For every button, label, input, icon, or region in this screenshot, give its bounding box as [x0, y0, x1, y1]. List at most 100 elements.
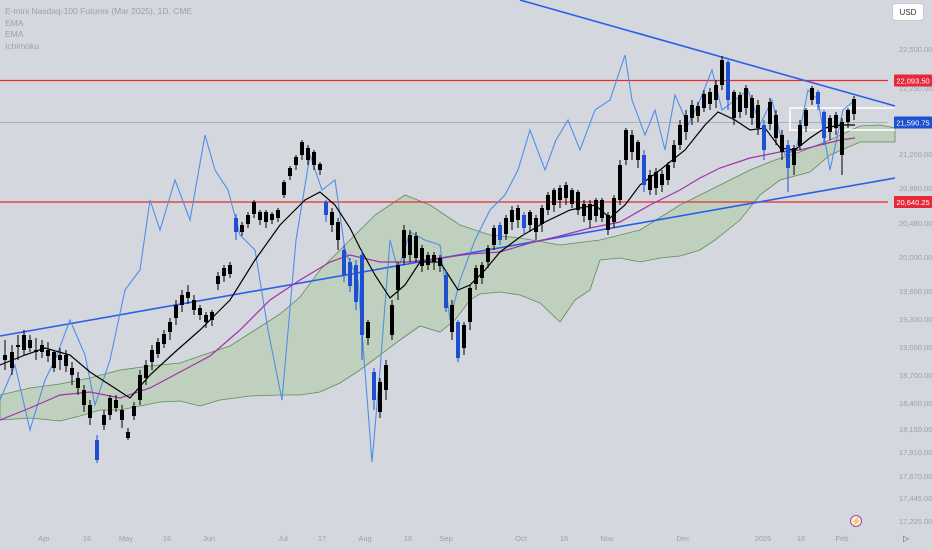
candle-body-29 [180, 295, 184, 305]
price-label-2: 20,640.25 [896, 198, 929, 207]
candle-body-18 [114, 400, 118, 408]
ema-slow-line [0, 137, 856, 421]
flash-icon[interactable]: ⚡ [850, 515, 862, 527]
candle-body-3 [22, 335, 26, 350]
candle-body-26 [162, 334, 166, 344]
candle-body-130 [786, 145, 790, 168]
x-tick-label: May [119, 534, 133, 543]
scroll-right-icon[interactable]: ▷ [903, 534, 910, 543]
candle-body-141 [852, 99, 856, 114]
candle-body-11 [70, 368, 74, 375]
candle-body-119 [720, 60, 724, 85]
y-tick-label: 19,300.00 [899, 315, 932, 324]
x-tick-label: 16 [560, 534, 568, 543]
candle-body-104 [630, 135, 634, 152]
candle-body-121 [732, 92, 736, 118]
candle-body-45 [276, 210, 280, 218]
candle-body-22 [138, 375, 142, 400]
candle-body-41 [252, 202, 256, 214]
candle-body-82 [498, 225, 502, 240]
candle-body-44 [270, 214, 274, 220]
candle-body-58 [354, 265, 358, 302]
candle-body-52 [318, 164, 322, 170]
candle-body-60 [366, 322, 370, 338]
candle-body-21 [132, 406, 136, 416]
candle-body-111 [672, 145, 676, 162]
x-tick-label: 16 [163, 534, 171, 543]
candle-body-122 [738, 95, 742, 112]
candle-body-132 [798, 125, 802, 146]
candle-body-35 [216, 276, 220, 284]
price-label-bg-0 [894, 74, 932, 87]
x-tick-label: Oct [515, 534, 528, 543]
candle-body-135 [816, 92, 820, 104]
candle-body-33 [204, 315, 208, 322]
candle-body-71 [432, 255, 436, 262]
candle-body-12 [76, 378, 80, 388]
candle-body-78 [474, 268, 478, 284]
candle-body-66 [402, 230, 406, 258]
candle-body-59 [360, 255, 364, 335]
candle-body-63 [384, 365, 388, 390]
ema-fast-legend: EMA [5, 17, 24, 28]
candle-body-106 [642, 155, 646, 185]
x-tick-label: 17 [318, 534, 326, 543]
candle-body-92 [558, 188, 562, 200]
price-label-0: 22,093.50 [896, 77, 929, 86]
y-tick-label: 18,400.00 [899, 399, 932, 408]
candle-body-8 [52, 352, 56, 368]
candle-body-7 [46, 350, 50, 356]
candle-body-120 [726, 62, 730, 100]
candle-body-134 [810, 88, 814, 100]
candle-body-37 [228, 265, 232, 274]
candle-body-76 [462, 325, 466, 348]
candle-body-27 [168, 322, 172, 332]
candle-body-51 [312, 152, 316, 165]
candle-body-39 [240, 225, 244, 232]
y-tick-label: 19,600.00 [899, 287, 932, 296]
candle-body-23 [144, 365, 148, 378]
ichimoku-lagging-line [0, 54, 856, 463]
candle-body-114 [690, 105, 694, 118]
y-tick-label: 21,200.00 [899, 150, 932, 159]
candle-body-79 [480, 265, 484, 278]
candle-body-109 [660, 174, 664, 185]
x-tick-label: Jul [278, 534, 288, 543]
candle-body-0 [3, 355, 7, 360]
candle-body-16 [102, 415, 106, 425]
candle-body-54 [330, 212, 334, 225]
candle-body-34 [210, 312, 214, 320]
candle-body-116 [702, 94, 706, 108]
candle-body-85 [516, 208, 520, 220]
y-tick-label: 20,480.00 [899, 219, 932, 228]
candle-body-140 [846, 110, 850, 122]
candle-body-62 [378, 382, 382, 412]
candle-body-68 [414, 236, 418, 258]
x-tick-label: 2025 [755, 534, 772, 543]
candle-body-49 [300, 142, 304, 155]
candle-body-5 [34, 350, 38, 352]
y-tick-label: 22,500.00 [899, 45, 932, 54]
candle-body-125 [756, 105, 760, 128]
x-tick-label: Feb [836, 534, 849, 543]
x-tick-label: 16 [797, 534, 805, 543]
candle-body-73 [444, 275, 448, 308]
x-tick-label: Apr [38, 534, 50, 543]
candle-body-138 [834, 115, 838, 128]
candle-body-99 [600, 200, 604, 218]
candle-body-98 [594, 200, 598, 216]
candle-body-81 [492, 228, 496, 245]
candle-body-113 [684, 115, 688, 132]
candle-body-43 [264, 212, 268, 222]
symbol-title: E-mini Nasdaq-100 Futures (Mar 2025), 1D… [5, 6, 193, 16]
currency-button[interactable]: USD [892, 3, 924, 21]
y-tick-label: 18,700.00 [899, 371, 932, 380]
candle-body-95 [576, 192, 580, 210]
candle-body-90 [546, 195, 550, 210]
candle-body-47 [288, 168, 292, 176]
candle-body-124 [750, 98, 754, 118]
candle-body-74 [450, 305, 454, 332]
candle-body-55 [336, 222, 340, 240]
y-tick-label: 17,910.00 [899, 448, 932, 457]
